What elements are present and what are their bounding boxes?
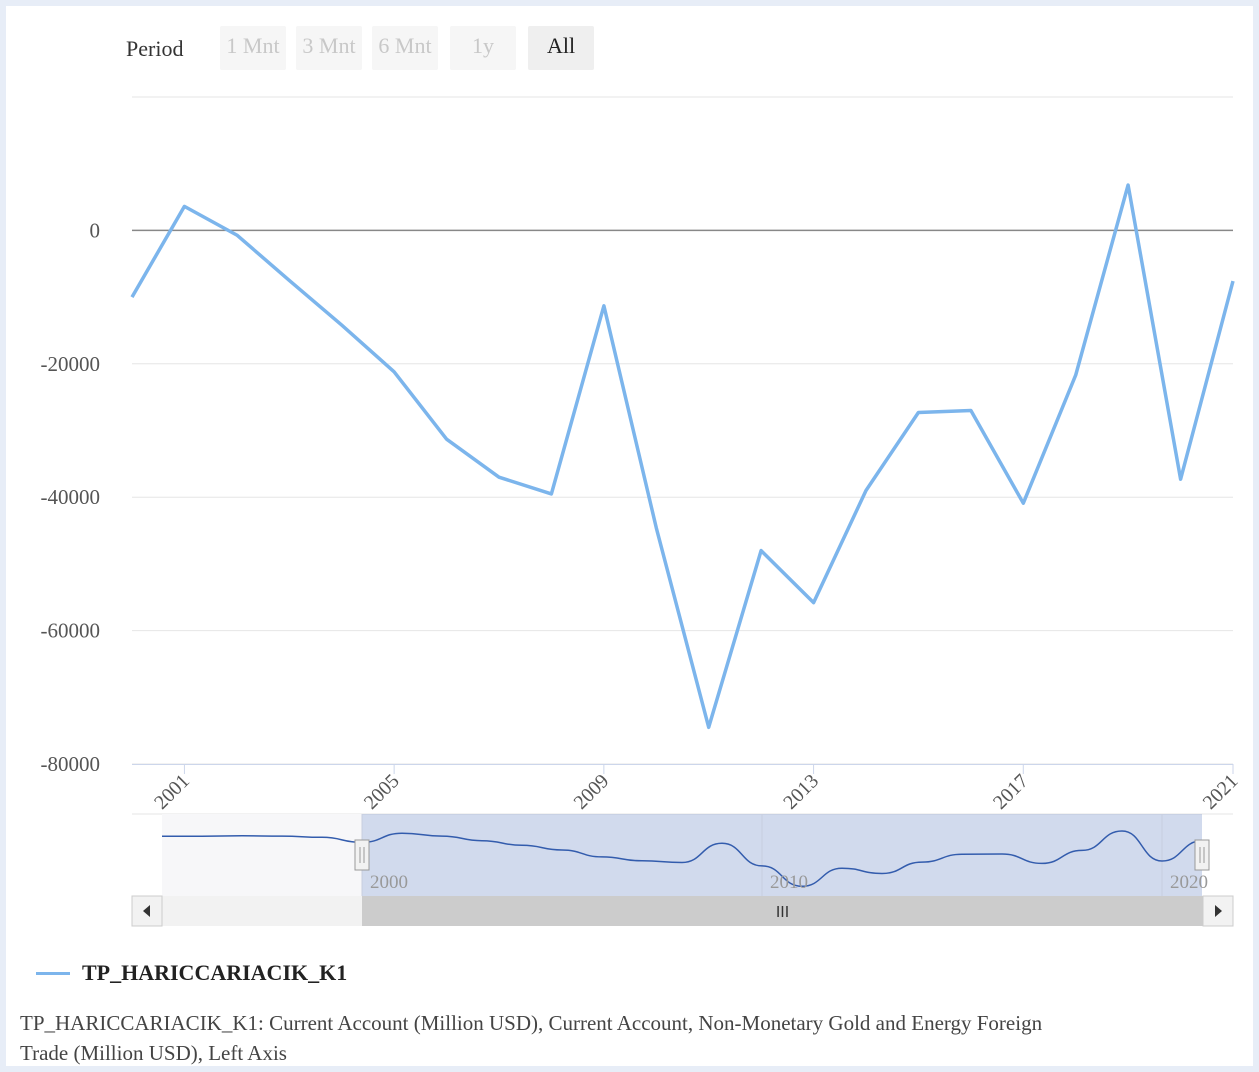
x-tick-label: 2001 [150,770,194,814]
legend-label: TP_HARICCARIACIK_K1 [82,960,348,985]
x-tick-label: 2017 [989,770,1033,814]
x-tick-label: 2021 [1199,770,1243,814]
period-label: Period [126,36,184,61]
navigator-label: 2000 [370,872,408,893]
series-line [130,183,1235,730]
y-tick-label: -40000 [41,485,101,509]
navigator-label: 2020 [1170,872,1208,893]
scrollbar-left-arrow-icon [143,905,150,917]
range-button-1y[interactable]: 1y [450,26,516,70]
range-button-1-mnt[interactable]: 1 Mnt [220,26,286,70]
scrollbar-right-arrow-icon [1215,905,1222,917]
range-button-3-mnt[interactable]: 3 Mnt [296,26,362,70]
navigator-selected-range [362,814,1202,896]
navigator-left-handle[interactable] [354,839,370,871]
navigator-outside-mask [162,814,362,896]
scrollbar-grip-icon: III [776,904,789,921]
y-tick-label: 0 [90,218,101,242]
y-tick-label: -20000 [41,352,101,376]
navigator-label: 2010 [770,872,808,893]
scrollbar-thumb[interactable] [362,896,1203,926]
x-tick-label: 2005 [360,770,404,814]
x-tick-label: 2013 [779,770,823,814]
chart-svg: 0 -20000 -40000 -60000 -80000 2001 2005 2009 201… [41,96,1243,927]
series-description: TP_HARICCARIACIK_K1: Current Account (Mi… [20,1011,1043,1065]
x-tick-label: 2009 [570,770,614,814]
navigator-series-line [161,830,1203,888]
navigator-right-handle[interactable] [1194,839,1210,871]
range-button-6-mnt[interactable]: 6 Mnt [372,26,438,70]
y-tick-label: -80000 [41,752,101,776]
legend-item[interactable]: TP_HARICCARIACIK_K1 [36,960,347,986]
range-button-all[interactable]: All [528,26,594,70]
y-tick-label: -60000 [41,619,101,643]
legend-swatch [36,971,70,975]
